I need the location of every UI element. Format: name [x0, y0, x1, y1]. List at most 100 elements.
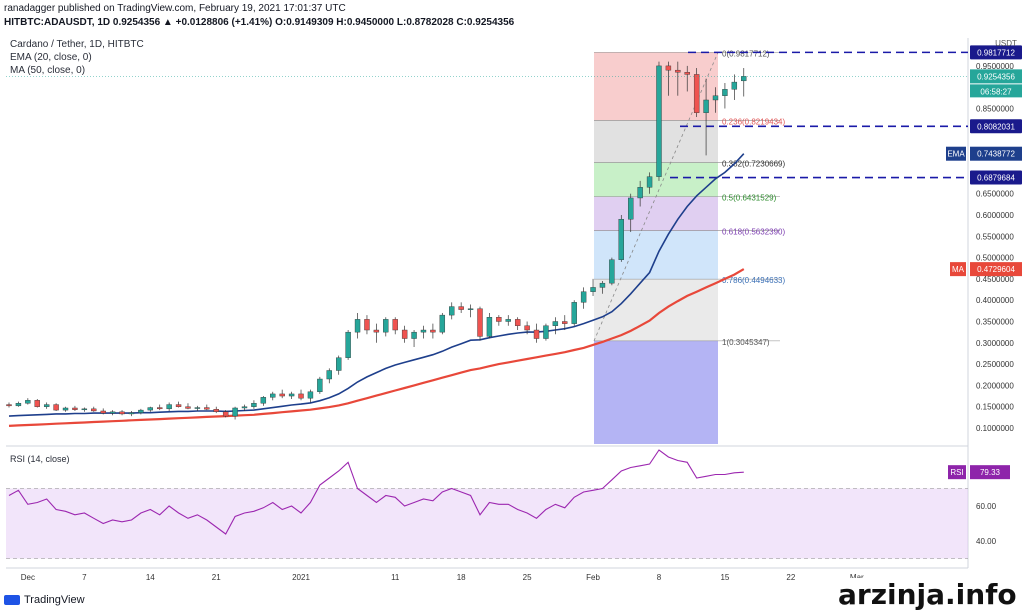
candle-body — [72, 407, 78, 410]
ema-name-tag — [946, 146, 966, 161]
fib-zone[interactable] — [594, 340, 718, 444]
time-tick-label: 22 — [786, 573, 795, 582]
candle-body — [53, 404, 59, 411]
candle-body — [147, 407, 154, 411]
rsi-title[interactable]: RSI (14, close) — [10, 454, 70, 464]
fib-zone[interactable] — [594, 162, 718, 197]
candle-body — [25, 400, 31, 404]
candle-body — [524, 325, 530, 331]
candle-body — [712, 95, 719, 101]
time-tick-label: Feb — [586, 573, 600, 582]
legend-ma[interactable]: MA (50, close, 0) — [10, 65, 86, 76]
candle-body — [722, 89, 728, 96]
rsi-name-tag — [948, 465, 966, 480]
candle-body — [326, 370, 332, 380]
candle-body — [345, 331, 351, 358]
price-tick-label: 0.5500000 — [976, 232, 1014, 241]
candle-body — [514, 319, 521, 326]
candle-body — [251, 403, 257, 407]
candle-body — [175, 404, 182, 407]
chart-header: ranadagger published on TradingView.com,… — [4, 2, 604, 30]
last-price-label: 0.9254356 — [977, 72, 1015, 81]
candle-body — [477, 308, 483, 337]
brand-label: TradingView — [24, 594, 85, 606]
candle-body — [15, 403, 22, 407]
candle-body — [552, 321, 559, 326]
candle-body — [204, 407, 210, 410]
ema-name-label: EMA — [947, 150, 965, 159]
publish-info: ranadagger published on TradingView.com,… — [4, 3, 346, 14]
candle-body — [430, 329, 436, 333]
candle-body — [62, 407, 69, 411]
time-axis[interactable]: Dec 7 14 21 2021 11 18 25 Feb 8 15 22 Mar — [21, 573, 864, 582]
candle-body — [279, 393, 285, 397]
fib-retracement[interactable]: 0(0.9817712) 0.236(0.8219434) 0.382(0.7230… — [593, 49, 786, 444]
price-tick-label: 0.9500000 — [976, 62, 1014, 71]
fib-zone[interactable] — [594, 196, 718, 231]
horizontal-levels[interactable]: 0.9817712 0.8082031 0.6879684 — [670, 45, 1022, 185]
level-price-label: 0.9817712 — [977, 48, 1015, 57]
candle-body — [580, 291, 587, 303]
candle-body — [741, 76, 747, 82]
candle-body — [241, 406, 248, 409]
candle-body — [439, 314, 446, 333]
indicator-legend: Cardano / Tether, 1D, HITBTC EMA (20, cl… — [10, 38, 144, 77]
fib-zone[interactable] — [594, 279, 718, 341]
candle-body — [383, 319, 389, 333]
candle-body — [128, 412, 135, 415]
candle-body — [213, 409, 219, 413]
candle-body — [307, 391, 314, 399]
candle-body — [684, 72, 690, 75]
time-tick-label: 15 — [720, 573, 729, 582]
candle-body — [6, 404, 12, 407]
fib-zone[interactable] — [594, 120, 718, 163]
candle-body — [618, 219, 624, 260]
price-tick-label: 0.3500000 — [976, 318, 1014, 327]
candle-body — [562, 321, 568, 324]
legend-ema[interactable]: EMA (20, close, 0) — [10, 52, 92, 63]
rsi-tick-label: 60.00 — [976, 502, 997, 511]
candle-body — [449, 306, 455, 316]
tradingview-brand[interactable]: TradingView — [4, 594, 85, 606]
fib-zone[interactable] — [594, 230, 718, 280]
candle-body — [43, 404, 50, 407]
candle-body — [222, 411, 229, 417]
candle-body — [109, 411, 116, 414]
candle-body — [675, 69, 681, 73]
price-tick-label: 0.6500000 — [976, 190, 1014, 199]
candles — [6, 61, 747, 420]
ma50-line — [8, 268, 745, 427]
price-tick-label: 0.8500000 — [976, 105, 1014, 114]
ma-value-label: 0.4729604 — [977, 265, 1015, 274]
candle-body — [486, 317, 493, 337]
rsi-tick-label: 40.00 — [976, 537, 997, 546]
candle-body — [458, 306, 464, 310]
candle-body — [157, 407, 163, 410]
candle-body — [505, 319, 511, 322]
candle-body — [401, 329, 408, 339]
level-price-tag — [970, 170, 1022, 185]
candle-body — [119, 411, 125, 415]
candle-body — [731, 81, 738, 90]
candle-body — [693, 74, 700, 113]
level-price-label: 0.8082031 — [977, 122, 1015, 131]
fib-level-label: 0.382(0.7230669) — [722, 160, 786, 169]
price-axis[interactable]: USDT 0.1000000 0.1500000 0.2000000 0.2500000… — [6, 39, 1022, 433]
candle-body — [467, 308, 474, 310]
time-tick-label: 25 — [523, 573, 532, 582]
time-tick-label: 21 — [212, 573, 221, 582]
candle-body — [628, 197, 634, 220]
candle-body — [260, 397, 267, 404]
candle-body — [609, 259, 615, 284]
fib-zone[interactable] — [594, 52, 718, 121]
candle-body — [420, 329, 427, 333]
price-tick-label: 0.6000000 — [976, 211, 1014, 220]
fib-level-label: 0.5(0.6431529) — [722, 194, 777, 203]
ma-name-tag — [950, 262, 966, 277]
candle-body — [138, 409, 144, 413]
fib-level-label: 1(0.3045347) — [722, 338, 770, 347]
rsi-line — [8, 449, 744, 535]
legend-title[interactable]: Cardano / Tether, 1D, HITBTC — [10, 39, 144, 50]
symbol-quote-line: HITBTC:ADAUSDT, 1D 0.9254356 ▲ +0.012880… — [4, 17, 515, 28]
